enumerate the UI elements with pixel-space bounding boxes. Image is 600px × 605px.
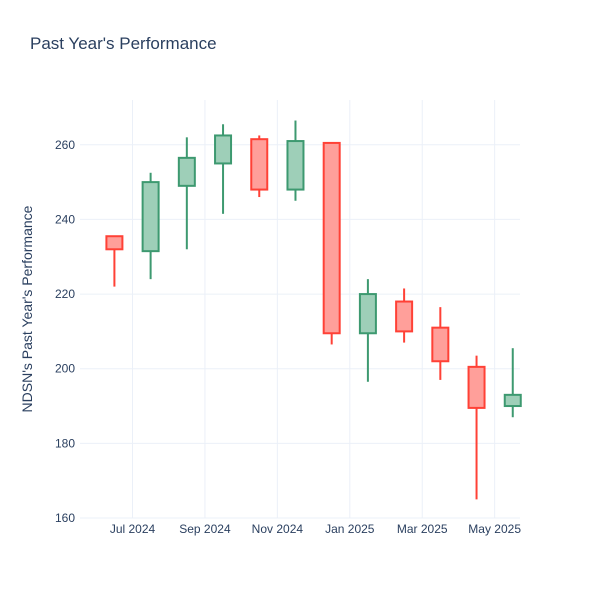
x-tick-label: Mar 2025 <box>397 522 448 536</box>
candle-body-decreasing <box>395 300 414 333</box>
candle-body-increasing <box>177 156 196 187</box>
candle-body-decreasing <box>250 138 269 191</box>
candle-body-decreasing <box>467 365 486 409</box>
candle-body-increasing <box>286 140 305 191</box>
candle-body-decreasing <box>322 141 341 335</box>
y-tick-label: 220 <box>55 287 75 301</box>
candle-body-increasing <box>141 181 160 253</box>
candle-body-increasing <box>503 393 522 408</box>
candle-body-decreasing <box>431 326 450 363</box>
y-axis-title: NDSN's Past Year's Performance <box>19 205 35 412</box>
x-tick-label: Nov 2024 <box>252 522 304 536</box>
y-tick-label: 160 <box>55 511 75 525</box>
candle-body-increasing <box>214 134 233 165</box>
candle-body-increasing <box>358 293 377 335</box>
x-tick-label: Jan 2025 <box>325 522 375 536</box>
x-tick-label: May 2025 <box>468 522 521 536</box>
y-tick-label: 180 <box>55 436 75 450</box>
x-tick-label: Sep 2024 <box>179 522 231 536</box>
y-tick-label: 240 <box>55 212 75 226</box>
chart-title: Past Year's Performance <box>30 34 217 53</box>
candle-body-decreasing <box>105 235 124 251</box>
x-tick-label: Jul 2024 <box>110 522 156 536</box>
y-tick-label: 260 <box>55 138 75 152</box>
y-tick-label: 200 <box>55 362 75 376</box>
